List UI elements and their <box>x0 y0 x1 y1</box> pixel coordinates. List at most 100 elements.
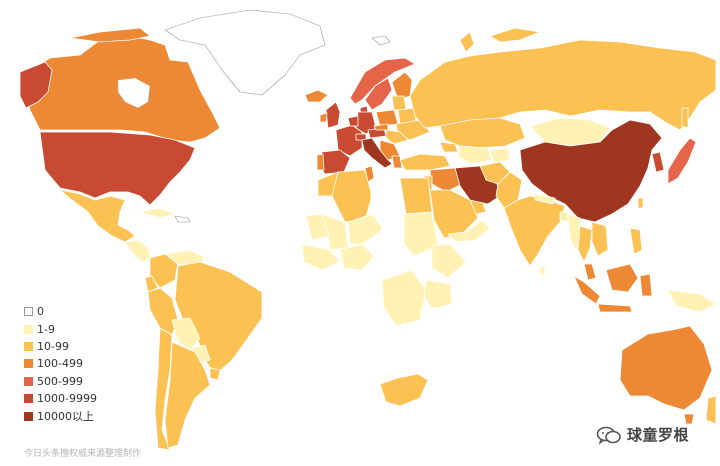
country-canada-islands[interactable] <box>69 27 151 43</box>
country-sri-lanka[interactable] <box>539 265 546 276</box>
country-usa[interactable] <box>39 131 196 206</box>
country-central-america[interactable] <box>124 239 151 263</box>
country-sulawesi[interactable] <box>639 273 653 297</box>
country-korea[interactable] <box>651 151 665 173</box>
country-portugal[interactable] <box>316 153 325 171</box>
country-nepal[interactable] <box>534 193 556 205</box>
country-south-africa[interactable] <box>379 373 429 407</box>
legend-label: 100-499 <box>37 357 83 371</box>
country-peru[interactable] <box>147 287 179 336</box>
country-novaya-zemlya[interactable] <box>459 31 475 53</box>
country-somalia[interactable] <box>449 251 479 297</box>
country-thailand[interactable] <box>577 225 593 263</box>
legend-item: 1000-9999 <box>24 390 97 407</box>
map-legend: 0 1-9 10-99 100-499 500-999 1000-9999 10… <box>24 303 97 425</box>
country-niger[interactable] <box>347 213 385 245</box>
country-egypt[interactable] <box>399 177 433 215</box>
country-kenya[interactable] <box>423 279 453 311</box>
country-chile[interactable] <box>154 327 173 451</box>
country-uzbekistan[interactable] <box>457 145 493 165</box>
country-ireland[interactable] <box>319 112 328 123</box>
country-yemen-oman[interactable] <box>447 219 491 243</box>
legend-item: 10-99 <box>24 338 97 355</box>
country-chad[interactable] <box>375 215 405 255</box>
country-turkey[interactable] <box>399 153 451 171</box>
country-drc[interactable] <box>381 269 427 327</box>
legend-swatch <box>24 341 33 351</box>
country-czech[interactable] <box>373 123 389 131</box>
legend-label: 500-999 <box>37 374 83 388</box>
country-sakhalin[interactable] <box>681 107 689 129</box>
country-russia[interactable] <box>409 39 717 131</box>
country-indochina[interactable] <box>591 221 609 257</box>
country-greenland[interactable] <box>164 9 326 96</box>
country-hungary-romania[interactable] <box>385 129 409 145</box>
country-cameroon[interactable] <box>361 255 389 283</box>
country-malaysia[interactable] <box>583 263 597 281</box>
country-kyrgyz-tajik[interactable] <box>489 147 511 163</box>
country-india[interactable] <box>503 195 566 267</box>
country-benelux[interactable] <box>347 115 359 127</box>
country-svalbard[interactable] <box>371 35 391 46</box>
country-poland[interactable] <box>375 109 399 127</box>
country-java[interactable] <box>597 303 633 313</box>
country-tanzania[interactable] <box>419 305 451 335</box>
country-ethiopia[interactable] <box>431 243 467 279</box>
country-botswana[interactable] <box>397 351 421 377</box>
country-saudi-arabia[interactable] <box>429 189 479 239</box>
country-madagascar[interactable] <box>451 329 469 369</box>
country-caribbean[interactable] <box>174 215 191 223</box>
country-usa-alaska[interactable] <box>19 61 53 109</box>
country-taiwan[interactable] <box>637 197 644 209</box>
country-bolivia[interactable] <box>171 317 201 351</box>
legend-item: 500-999 <box>24 373 97 390</box>
country-italy[interactable] <box>361 137 393 169</box>
country-cuba[interactable] <box>139 207 176 219</box>
country-tunisia[interactable] <box>364 165 375 183</box>
legend-item: 0 <box>24 303 97 320</box>
legend-item: 100-499 <box>24 355 97 372</box>
country-tasmania[interactable] <box>683 413 695 425</box>
legend-swatch <box>24 324 33 334</box>
country-western-sahara[interactable] <box>303 195 323 217</box>
country-libya[interactable] <box>369 177 407 221</box>
country-iceland[interactable] <box>304 89 329 103</box>
country-caucasus[interactable] <box>439 141 459 153</box>
country-algeria[interactable] <box>331 169 373 223</box>
country-new-zealand[interactable] <box>705 395 717 425</box>
country-mongolia[interactable] <box>529 117 611 147</box>
country-borneo[interactable] <box>605 263 639 293</box>
country-argentina[interactable] <box>164 341 211 449</box>
country-uruguay[interactable] <box>209 367 221 381</box>
source-watermark: 今日头条擅权威来源整理制作 <box>24 449 142 459</box>
country-australia[interactable] <box>619 325 713 411</box>
country-sudan[interactable] <box>403 211 439 257</box>
country-west-africa[interactable] <box>301 243 341 271</box>
country-norway[interactable] <box>349 57 416 105</box>
brand-badge: 球童罗根 <box>596 424 689 445</box>
legend-swatch <box>24 359 33 369</box>
countries <box>19 9 717 451</box>
country-kazakhstan[interactable] <box>439 117 526 149</box>
country-zambia[interactable] <box>397 325 425 353</box>
country-mexico[interactable] <box>59 189 136 243</box>
country-japan[interactable] <box>667 137 697 185</box>
country-sumatra[interactable] <box>573 275 601 305</box>
country-mozambique[interactable] <box>421 331 441 379</box>
country-new-guinea[interactable] <box>667 289 717 313</box>
country-greece[interactable] <box>391 155 403 169</box>
country-nigeria[interactable] <box>339 243 375 271</box>
country-mali[interactable] <box>321 213 349 251</box>
country-uk[interactable] <box>325 101 341 129</box>
country-baltics[interactable] <box>391 95 407 111</box>
legend-swatch <box>24 307 33 317</box>
country-bangladesh[interactable] <box>559 211 569 223</box>
country-ecuador[interactable] <box>144 275 159 293</box>
country-russia-islands[interactable] <box>489 27 541 43</box>
legend-item: 10000以上 <box>24 407 97 424</box>
country-car[interactable] <box>387 253 415 271</box>
country-philippines[interactable] <box>629 227 643 255</box>
country-angola[interactable] <box>371 313 399 353</box>
country-sweden[interactable] <box>364 77 393 111</box>
